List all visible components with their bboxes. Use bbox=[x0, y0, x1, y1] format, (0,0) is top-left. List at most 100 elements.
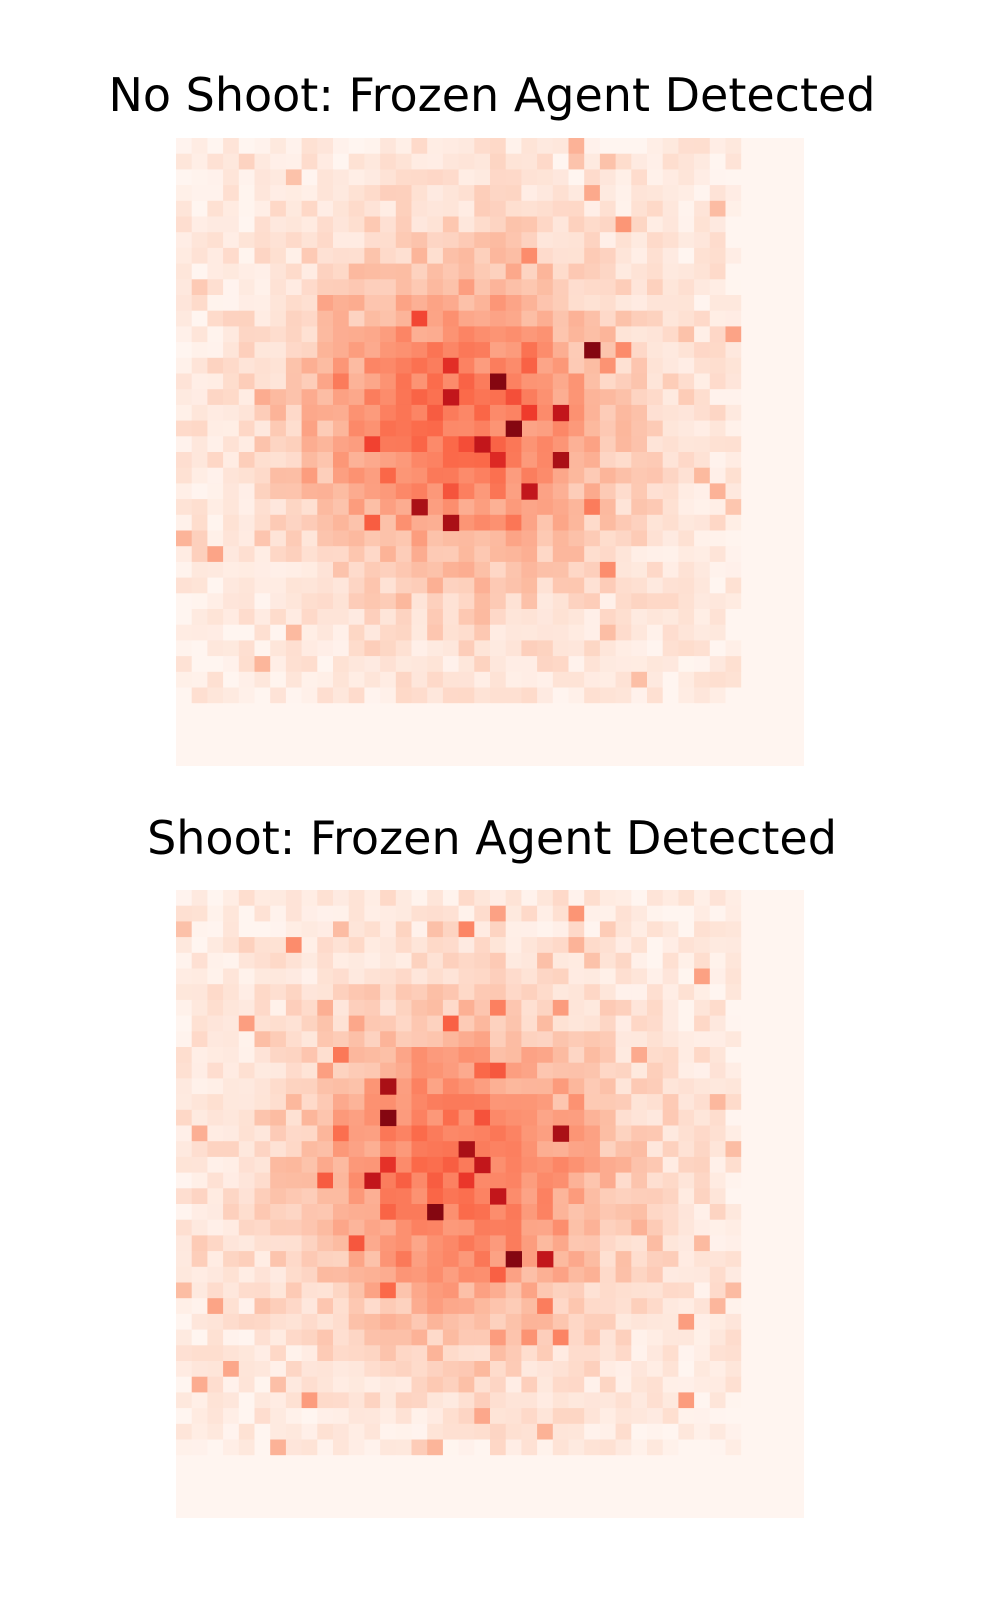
heatmap-cell bbox=[301, 1078, 318, 1095]
heatmap-cell bbox=[333, 452, 350, 469]
heatmap-cell bbox=[788, 984, 804, 1001]
heatmap-cell bbox=[395, 1282, 413, 1299]
heatmap-cell bbox=[615, 1156, 632, 1174]
heatmap-cell bbox=[333, 984, 350, 1001]
heatmap-cell bbox=[568, 153, 585, 170]
heatmap-cell bbox=[317, 718, 334, 736]
heatmap-cell bbox=[521, 937, 538, 954]
heatmap-cell bbox=[741, 436, 758, 453]
heatmap-cell bbox=[364, 530, 381, 547]
heatmap-cell bbox=[537, 326, 554, 343]
heatmap-cell bbox=[568, 342, 585, 359]
heatmap-cell bbox=[694, 1345, 711, 1362]
heatmap-cell bbox=[270, 1094, 287, 1111]
heatmap-cell bbox=[741, 247, 758, 265]
heatmap-cell bbox=[442, 1047, 460, 1064]
heatmap-cell bbox=[521, 420, 538, 437]
heatmap-cell bbox=[238, 310, 256, 327]
heatmap-cell bbox=[772, 734, 789, 751]
heatmap-cell bbox=[176, 1329, 193, 1346]
heatmap-cell bbox=[694, 1408, 711, 1425]
heatmap-cell bbox=[207, 718, 224, 736]
heatmap-cell bbox=[270, 968, 287, 985]
heatmap-cell bbox=[756, 185, 774, 202]
heatmap-cell bbox=[223, 200, 240, 218]
heatmap-cell bbox=[474, 624, 491, 641]
heatmap-cell bbox=[568, 1141, 585, 1158]
heatmap-cell bbox=[662, 1219, 679, 1236]
heatmap-cell bbox=[772, 295, 789, 312]
heatmap-cell bbox=[395, 1094, 413, 1111]
heatmap-cell bbox=[238, 499, 256, 516]
heatmap-cell bbox=[694, 1392, 711, 1409]
heatmap-cell bbox=[709, 671, 727, 689]
heatmap-cell bbox=[270, 342, 287, 359]
heatmap-cell bbox=[223, 546, 240, 563]
heatmap-cell bbox=[756, 467, 774, 484]
heatmap-cell bbox=[285, 499, 303, 516]
heatmap-cell bbox=[333, 247, 350, 265]
heatmap-cell bbox=[678, 1188, 695, 1205]
heatmap-cell bbox=[270, 1109, 287, 1127]
heatmap-cell bbox=[788, 1282, 804, 1299]
heatmap-cell bbox=[741, 169, 758, 186]
heatmap-cell bbox=[442, 1282, 460, 1299]
heatmap-cell bbox=[678, 1376, 695, 1393]
heatmap-cell bbox=[521, 1298, 538, 1315]
heatmap-cell bbox=[521, 1172, 538, 1189]
heatmap-cell bbox=[411, 577, 428, 594]
heatmap-cell bbox=[709, 499, 727, 516]
heatmap-cell bbox=[521, 1439, 538, 1456]
heatmap-cell bbox=[411, 1156, 428, 1174]
heatmap-cell bbox=[395, 1188, 413, 1205]
heatmap-cell bbox=[270, 1361, 287, 1378]
heatmap-cell bbox=[772, 984, 789, 1001]
heatmap-cell bbox=[615, 514, 632, 532]
heatmap-cell bbox=[380, 153, 397, 170]
heatmap-cell bbox=[568, 1345, 585, 1362]
heatmap-cell bbox=[741, 514, 758, 532]
heatmap-cell bbox=[584, 436, 601, 453]
heatmap-cell bbox=[772, 1125, 789, 1142]
heatmap-cell bbox=[254, 1047, 271, 1064]
heatmap-cell bbox=[427, 1031, 444, 1048]
heatmap-cell bbox=[694, 263, 711, 280]
heatmap-cell bbox=[317, 404, 334, 422]
heatmap-cell bbox=[474, 1455, 491, 1472]
heatmap-cell bbox=[756, 357, 774, 375]
heatmap-no-shoot bbox=[176, 138, 804, 766]
heatmap-cell bbox=[599, 279, 617, 296]
heatmap-cell bbox=[301, 420, 318, 437]
heatmap-cell bbox=[490, 1423, 507, 1441]
heatmap-cell bbox=[662, 1047, 679, 1064]
heatmap-cell bbox=[662, 750, 679, 766]
heatmap-cell bbox=[301, 499, 318, 516]
heatmap-cell bbox=[442, 1329, 460, 1346]
heatmap-cell bbox=[301, 546, 318, 563]
heatmap-cell bbox=[333, 671, 350, 689]
heatmap-cell bbox=[584, 1392, 601, 1409]
heatmap-cell bbox=[631, 1329, 648, 1346]
heatmap-cell bbox=[584, 750, 601, 766]
heatmap-cell bbox=[584, 1298, 601, 1315]
heatmap-cell bbox=[521, 404, 538, 422]
heatmap-cell bbox=[176, 1361, 193, 1378]
heatmap-cell bbox=[301, 1408, 318, 1425]
heatmap-cell bbox=[427, 1047, 444, 1064]
heatmap-cell bbox=[631, 1109, 648, 1127]
heatmap-cell bbox=[772, 1047, 789, 1064]
heatmap-cell bbox=[709, 1188, 727, 1205]
heatmap-cell bbox=[458, 1204, 475, 1221]
heatmap-cell bbox=[631, 734, 648, 751]
heatmap-cell bbox=[380, 342, 397, 359]
heatmap-cell bbox=[756, 968, 774, 985]
heatmap-cell bbox=[521, 984, 538, 1001]
heatmap-cell bbox=[285, 1172, 303, 1189]
heatmap-cell bbox=[599, 671, 617, 689]
heatmap-cell bbox=[505, 452, 522, 469]
heatmap-cell bbox=[599, 546, 617, 563]
heatmap-cell bbox=[285, 1047, 303, 1064]
heatmap-cell bbox=[176, 499, 193, 516]
heatmap-cell bbox=[552, 514, 570, 532]
heatmap-cell bbox=[725, 937, 742, 954]
